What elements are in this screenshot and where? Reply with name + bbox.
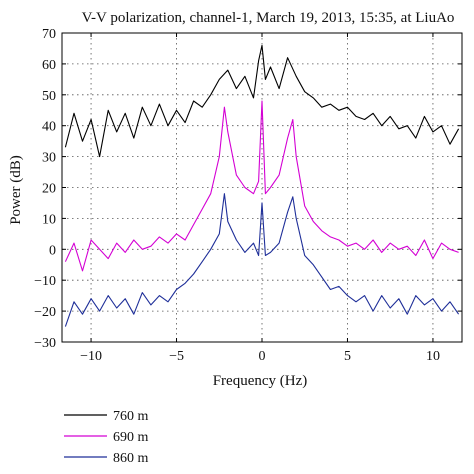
- y-tick-label: 10: [42, 212, 56, 227]
- x-tick-label: −10: [80, 349, 102, 364]
- grid: [62, 32, 462, 343]
- y-tick-label: 0: [49, 243, 56, 258]
- legend-label: 860 m: [113, 451, 149, 466]
- x-tick-label: 10: [426, 349, 440, 364]
- y-tick-label: −10: [34, 274, 56, 289]
- x-axis: −10 −5 0 5 10: [80, 33, 440, 364]
- y-tick-label: 60: [42, 58, 56, 73]
- y-tick-label: 30: [42, 151, 56, 166]
- y-tick-label: 70: [42, 27, 56, 42]
- series-line-2: [64, 193, 460, 327]
- y-axis-label: Power (dB): [8, 155, 24, 225]
- y-tick-label: 20: [42, 182, 56, 197]
- y-tick-label: 40: [42, 120, 56, 135]
- y-axis: −30 −20 −10 0 10 20 30 40 50 60 70: [34, 27, 462, 351]
- x-tick-label: 0: [259, 349, 266, 364]
- chart-title: V-V polarization, channel-1, March 19, 2…: [82, 10, 455, 26]
- y-tick-label: 50: [42, 89, 56, 104]
- legend-label: 760 m: [113, 409, 149, 424]
- series-line-1: [64, 100, 459, 272]
- series-lines: [64, 44, 460, 327]
- legend-label: 690 m: [113, 430, 149, 445]
- series-line-0: [64, 44, 460, 158]
- x-tick-label: 5: [344, 349, 351, 364]
- legend: 760 m 690 m 860 m: [64, 409, 149, 466]
- y-tick-label: −20: [34, 305, 56, 320]
- x-tick-label: −5: [169, 349, 184, 364]
- x-axis-label: Frequency (Hz): [213, 373, 308, 389]
- y-tick-label: −30: [34, 336, 56, 351]
